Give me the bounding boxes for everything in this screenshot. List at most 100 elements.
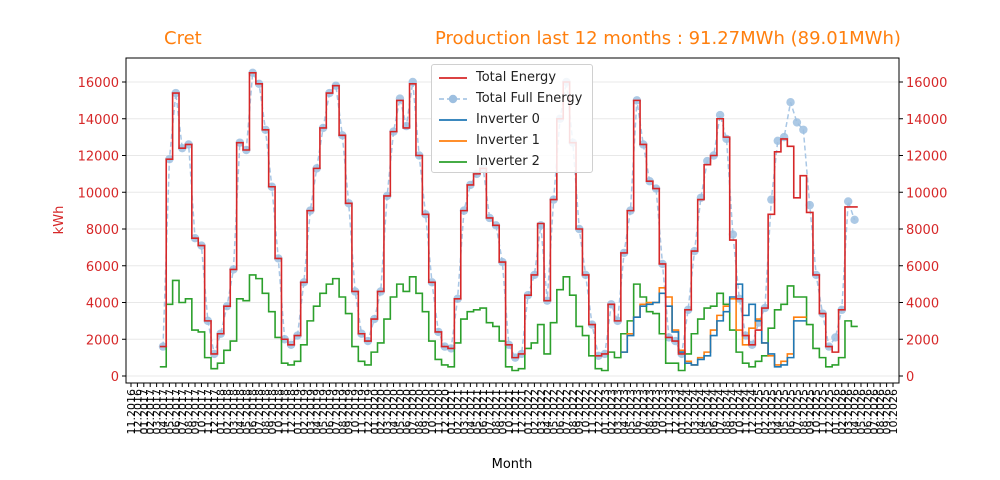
- x-tick-label: 11.2024: [740, 389, 753, 435]
- x-tick-label: 03.2022: [535, 389, 548, 435]
- legend-entry-inverter-2: Inverter 2: [438, 151, 592, 172]
- y-tick-label-left: 4000: [86, 297, 119, 312]
- x-tick-label: 06.2024: [708, 389, 721, 435]
- x-tick-label: 11.2025: [817, 389, 830, 435]
- point-total-full-energy: [792, 118, 802, 127]
- x-tick-label: 06.2021: [477, 389, 490, 435]
- point-total-full-energy: [843, 197, 853, 206]
- x-tick-label: 02.2023: [605, 389, 618, 435]
- x-tick-label: 09.2018: [266, 389, 279, 435]
- legend-swatch: [439, 118, 467, 121]
- x-tick-label: 01.2018: [215, 389, 228, 435]
- x-tick-label: 01.2025: [753, 389, 766, 435]
- x-tick-label: 03.2024: [688, 389, 701, 435]
- point-total-full-energy: [786, 98, 795, 107]
- x-tick-label: 11.2022: [586, 389, 599, 435]
- y-tick-label-left: 12000: [78, 150, 119, 165]
- x-tick-label: 02.2019: [298, 389, 311, 435]
- series-inverter-0: [620, 283, 807, 368]
- y-tick-label-left: 8000: [86, 223, 119, 238]
- x-tick-label: 09.2026: [881, 389, 894, 435]
- x-tick-label: 05.2022: [548, 389, 561, 435]
- x-tick-label: 10.2018: [272, 389, 285, 435]
- x-tick-label: 10.2019: [349, 389, 362, 435]
- x-tick-label: 07.2022: [560, 389, 573, 435]
- legend-label: Total Energy: [476, 70, 557, 85]
- legend-entry-total-full-energy: Total Full Energy: [438, 88, 592, 109]
- x-tick-label: 10.2024: [733, 389, 746, 435]
- x-tick-label: 08.2023: [644, 389, 657, 435]
- x-tick-label: 04.2025: [772, 389, 785, 435]
- x-tick-label: 07.2025: [791, 389, 804, 435]
- y-tick-label-right: 6000: [906, 260, 939, 275]
- x-tick-label: 01.2021: [445, 389, 458, 435]
- x-tick-label: 06.2020: [400, 389, 413, 435]
- x-axis-label: Month: [492, 457, 533, 472]
- x-tick-label: 09.2020: [420, 389, 433, 435]
- point-total-full-energy: [799, 125, 808, 134]
- x-tick-label: 12.2023: [669, 389, 682, 435]
- x-tick-label: 09.2024: [727, 389, 740, 435]
- x-tick-label: 09.2017: [189, 389, 202, 435]
- x-tick-label: 08.2017: [183, 389, 196, 435]
- x-tick-label: 02.2018: [221, 389, 234, 435]
- x-tick-label: 12.2020: [439, 389, 452, 435]
- y-tick-label-left: 2000: [86, 333, 119, 348]
- x-tick-label: 08.2019: [336, 389, 349, 435]
- x-tick-label: 03.2018: [227, 389, 240, 435]
- y-axis-label: kWh: [52, 206, 67, 235]
- x-tick-label: 07.2021: [484, 389, 497, 435]
- x-tick-label: 10.2017: [195, 389, 208, 435]
- x-tick-label: 11.2023: [663, 389, 676, 435]
- y-tick-label-right: 4000: [906, 297, 939, 312]
- x-tick-label: 01.2020: [368, 389, 381, 435]
- x-tick-label: 10.2025: [810, 389, 823, 435]
- y-tick-label-right: 14000: [906, 113, 947, 128]
- x-tick-label: 11.2021: [509, 389, 522, 435]
- x-tick-label: 05.2018: [240, 389, 253, 435]
- x-tick-label: 04.2023: [618, 389, 631, 435]
- x-tick-label: 06.2025: [785, 389, 798, 435]
- series-inverter-1: [620, 287, 807, 366]
- x-tick-label: 04.2017: [157, 389, 170, 435]
- x-tick-label: 04.2024: [695, 389, 708, 435]
- point-total-full-energy: [715, 110, 725, 120]
- x-tick-label: 04.2018: [234, 389, 247, 435]
- y-tick-label-right: 0: [906, 370, 914, 385]
- y-tick-label-left: 6000: [86, 260, 119, 275]
- y-axis-right: 0 2000 4000 6000 8000 10000 12000 14000 16000: [899, 76, 947, 385]
- y-tick-label-right: 12000: [906, 150, 947, 165]
- x-tick-label: 09.2025: [804, 389, 817, 435]
- x-tick-label: 07.2024: [714, 389, 727, 435]
- x-tick-label: 12.2024: [746, 389, 759, 435]
- x-tick-label: 07.2019: [330, 389, 343, 435]
- x-tick-label: 01.2024: [676, 389, 689, 435]
- x-tick-label: 06.2019: [324, 389, 337, 435]
- x-tick-label: 05.2020: [394, 389, 407, 435]
- legend: Total Energy Total Full Energy Inverter 0 I…: [431, 64, 593, 173]
- x-tick-label: 08.2021: [490, 389, 503, 435]
- y-tick-label-left: 10000: [78, 186, 119, 201]
- x-tick-label: 05.2019: [317, 389, 330, 435]
- y-axis-left: 0 2000 4000 6000 8000 10000 12000 14000 16000: [78, 76, 126, 385]
- x-tick-label: 06.2022: [554, 389, 567, 435]
- x-tick-label: 11.2017: [202, 389, 215, 435]
- x-tick-label: 01.2023: [599, 389, 612, 435]
- chart-title-left: Cret: [164, 28, 202, 49]
- x-tick-label: 10.2021: [503, 389, 516, 435]
- x-tick-label: 03.2021: [458, 389, 471, 435]
- x-tick-label: 02.2025: [759, 389, 772, 435]
- x-tick-label: 07.2018: [253, 389, 266, 435]
- legend-swatch: [439, 160, 467, 163]
- x-tick-label: 06.2026: [861, 389, 874, 435]
- point-total-full-energy: [805, 200, 814, 210]
- x-tick-label: 03.2023: [612, 389, 625, 435]
- x-tick-label: 02.2024: [682, 389, 695, 435]
- x-tick-label: 12.2021: [516, 389, 529, 435]
- y-tick-label-left: 0: [111, 370, 119, 385]
- x-tick-label: 05.2024: [701, 389, 714, 435]
- y-tick-label-left: 14000: [78, 113, 119, 128]
- x-tick-label: 05.2026: [855, 389, 868, 435]
- x-tick-label: 08.2018: [259, 389, 272, 435]
- legend-entry-total-energy: Total Energy: [438, 67, 592, 88]
